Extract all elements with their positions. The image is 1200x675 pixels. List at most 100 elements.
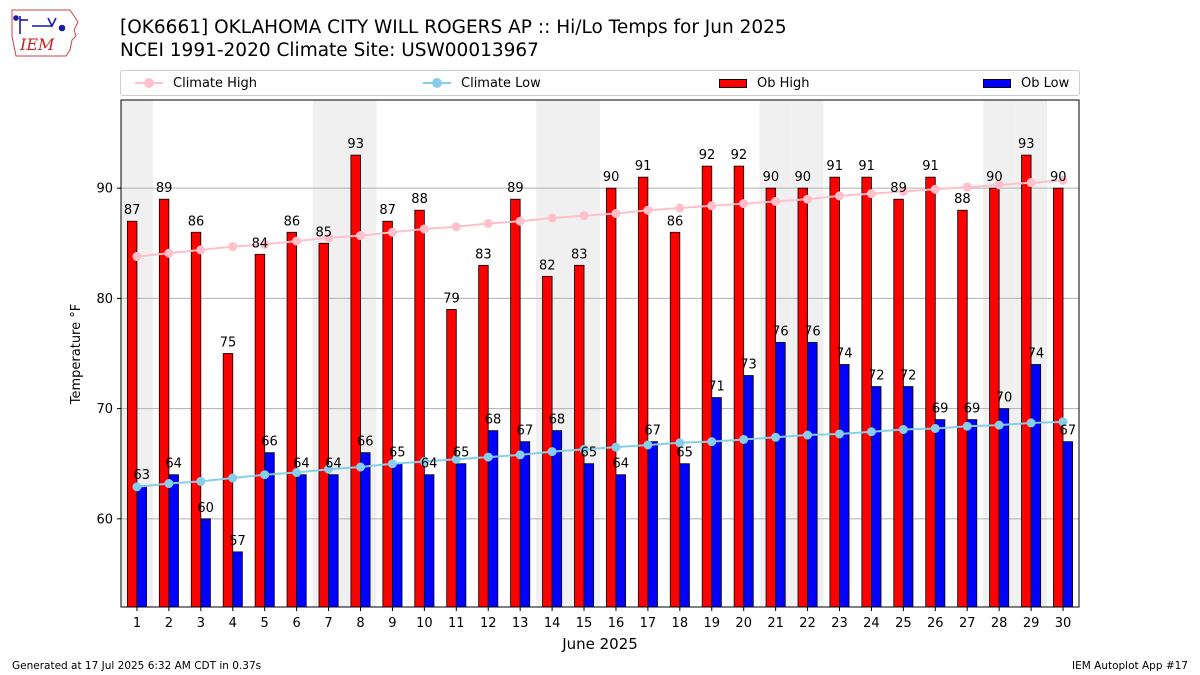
ob-high-label-26: 91: [922, 159, 939, 174]
ob-high-bar-6: [286, 231, 298, 608]
x-tick-label-19: 19: [703, 616, 720, 631]
climate-high-point-9: [387, 227, 397, 237]
ob-high-label-28: 90: [986, 170, 1003, 185]
ob-high-bar-3: [190, 231, 202, 608]
ob-low-label-14: 68: [549, 413, 566, 428]
ob-high-bar-10: [414, 209, 425, 608]
climate-low-point-10: [419, 457, 429, 467]
ob-high-label-6: 86: [284, 214, 301, 229]
ob-low-label-26: 69: [932, 402, 949, 417]
ob-high-bar-7: [318, 242, 329, 608]
ob-high-label-17: 91: [635, 159, 652, 174]
ob-low-bar-20: [743, 375, 754, 608]
ob-low-bar-6: [296, 474, 307, 608]
legend-ob-high: Ob High: [719, 71, 810, 95]
x-tick-label-24: 24: [863, 616, 880, 631]
climate-low-point-29: [1026, 418, 1036, 428]
grid-lines: [121, 187, 1079, 520]
y-tick-label-90: 90: [96, 182, 113, 197]
ob-low-bar-28: [998, 408, 1010, 608]
ob-low-label-21: 76: [772, 324, 789, 339]
ob-high-label-19: 92: [699, 148, 716, 163]
iem-logo: IEM: [11, 9, 79, 57]
x-tick-label-20: 20: [735, 616, 752, 631]
ob-low-label-15: 65: [581, 446, 598, 461]
climate-high-line: [136, 179, 1064, 258]
ob-low-label-18: 65: [676, 446, 693, 461]
ob-high-label-9: 87: [379, 203, 396, 218]
x-tick-label-12: 12: [480, 616, 497, 631]
ob-low-bar-23: [839, 364, 850, 608]
ob-high-label-24: 91: [858, 159, 875, 174]
ob-high-label-10: 88: [411, 192, 428, 207]
ob-high-label-8: 93: [347, 137, 364, 152]
ob-high-label-5: 84: [252, 236, 269, 251]
x-tick-label-3: 3: [197, 616, 205, 631]
climate-low-point-7: [324, 464, 334, 474]
x-tick-label-2: 2: [165, 616, 173, 631]
ob-low-bar-16: [615, 474, 626, 608]
ob-low-label-12: 68: [485, 413, 502, 428]
ob-high-bar-5: [254, 253, 266, 608]
x-tick-label-16: 16: [608, 616, 625, 631]
ob-high-bar-24: [861, 176, 872, 608]
ob-low-bar-11: [455, 463, 467, 608]
plot-frame: [120, 99, 1080, 608]
climate-low-point-1: [132, 482, 142, 492]
legend-climate-low: Climate Low: [423, 71, 541, 95]
climate-low-point-26: [930, 423, 940, 433]
y-tick-label-60: 60: [96, 512, 113, 527]
x-tick-label-11: 11: [448, 616, 465, 631]
ob-high-label-14: 82: [539, 258, 556, 273]
weather-station-icon: [13, 15, 66, 34]
climate-high-point-2: [164, 248, 174, 258]
climate-high-point-12: [483, 218, 493, 228]
x-tick-label-5: 5: [261, 616, 269, 631]
climate-low-point-13: [515, 450, 525, 460]
ob-low-bar-3: [200, 518, 211, 608]
climate-low-point-23: [835, 429, 844, 439]
climate-low-point-21: [771, 432, 781, 442]
legend-ob-low-label: Ob Low: [1021, 75, 1070, 91]
climate-low-point-11: [451, 454, 461, 464]
ob-low-bar-14: [551, 430, 563, 608]
x-tick-label-18: 18: [672, 616, 689, 631]
climate-low-point-8: [356, 462, 365, 472]
climate-high-point-15: [579, 211, 589, 221]
x-tick-label-27: 27: [959, 616, 976, 631]
climate-high-point-21: [771, 196, 781, 206]
x-tick-label-13: 13: [512, 616, 529, 631]
ob-low-label-20: 73: [740, 358, 757, 373]
climate-high-point-17: [643, 205, 653, 215]
ob-high-bar-2: [158, 198, 170, 608]
climate-low-point-17: [643, 440, 653, 450]
climate-high-point-26: [930, 184, 940, 194]
ob-low-bar-22: [807, 342, 818, 608]
y-tick-label-70: 70: [96, 402, 113, 417]
x-tick-label-6: 6: [292, 616, 300, 631]
climate-low-point-30: [1058, 417, 1068, 427]
ob-high-bar-15: [574, 264, 585, 608]
ob-low-bar-2: [168, 474, 179, 608]
climate-high-point-6: [292, 236, 302, 246]
climate-low-point-12: [483, 452, 493, 462]
climate-high-point-24: [866, 189, 876, 199]
legend-ob-high-label: Ob High: [757, 75, 810, 91]
ob-low-label-13: 67: [517, 424, 534, 439]
ob-high-bar-8: [350, 154, 361, 608]
legend-ob-low: Ob Low: [983, 71, 1069, 95]
ob-low-bar-24: [871, 386, 882, 608]
ob-high-label-3: 86: [188, 214, 205, 229]
ob-high-bar-20: [733, 165, 745, 608]
ob-high-label-22: 90: [795, 170, 812, 185]
ob-low-bar-1: [136, 485, 147, 608]
ob-low-bar-29: [1030, 364, 1042, 608]
ob-high-label-7: 85: [316, 225, 333, 240]
ob-low-label-24: 72: [868, 369, 885, 384]
climate-high-point-10: [419, 224, 429, 234]
climate-low-point-2: [164, 479, 174, 489]
ob-high-label-18: 86: [667, 214, 684, 229]
ob-high-bar-1: [126, 220, 138, 608]
climate-low-point-14: [547, 447, 557, 457]
